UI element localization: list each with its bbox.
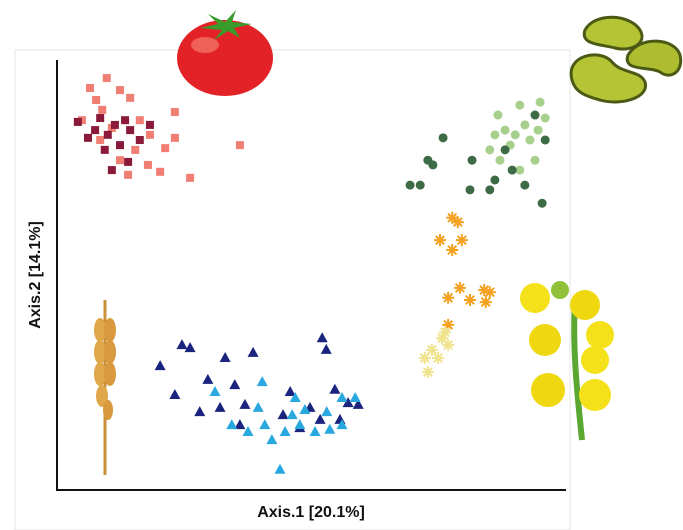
square-point [136,136,144,144]
square-point [186,174,194,182]
square-point [124,171,132,179]
square-point [171,108,179,116]
square-point [171,134,179,142]
page: {"chart_data": {"type": "scatter", "xlab… [0,0,683,530]
beans-icon [571,17,681,102]
square-point [156,168,164,176]
circle-point [508,166,517,175]
circle-point [493,111,502,120]
circle-point [490,175,499,184]
circle-point [515,101,524,110]
asterisk-point [452,216,464,228]
circle-point [531,111,540,120]
square-point [236,141,244,149]
square-point [136,116,144,124]
circle-point [538,199,547,208]
square-point [91,126,99,134]
circle-point [541,135,550,144]
square-point [101,146,109,154]
asterisk-point [442,292,454,304]
circle-point [534,126,543,135]
asterisk-point [432,352,444,364]
circle-point [466,185,475,194]
circle-point [416,181,425,190]
circle-point [525,135,534,144]
square-point [124,158,132,166]
square-point [116,86,124,94]
square-point [116,141,124,149]
asterisk-point [422,366,434,378]
square-point [96,136,104,144]
square-point [104,131,112,139]
asterisk-point [464,294,476,306]
square-point [161,144,169,152]
asterisk-point [419,352,431,364]
square-point [126,94,134,102]
circle-point [485,145,494,154]
circle-point [501,126,510,135]
asterisk-point [439,326,451,338]
square-point [131,146,139,154]
circle-point [531,156,540,165]
asterisk-point [446,244,458,256]
x-axis-label: Axis.1 [20.1%] [257,504,365,521]
circle-point [495,156,504,165]
square-point [121,116,129,124]
square-point [126,126,134,134]
circle-point [541,114,550,123]
square-point [96,114,104,122]
circle-point [468,156,477,165]
circle-point [485,185,494,194]
square-point [146,121,154,129]
square-point [92,96,100,104]
circle-point [490,130,499,139]
asterisk-point [434,234,446,246]
asterisk-point [454,282,466,294]
asterisk-point [456,234,468,246]
circle-point [406,181,415,190]
asterisk-point [442,339,454,351]
circle-point [520,181,529,190]
circle-point [439,133,448,142]
circle-point [511,130,520,139]
square-point [144,161,152,169]
circle-point [501,145,510,154]
square-point [146,131,154,139]
square-point [74,118,82,126]
chart: Axis.1 [20.1%] Axis.2 [14.1%] [0,0,683,530]
square-point [103,74,111,82]
square-point [108,166,116,174]
asterisk-point [480,296,492,308]
y-axis-label: Axis.2 [14.1%] [27,221,44,329]
square-point [111,121,119,129]
circle-point [520,120,529,129]
square-point [84,134,92,142]
square-point [98,106,106,114]
square-point [86,84,94,92]
square-point [116,156,124,164]
circle-point [536,98,545,107]
circle-point [428,160,437,169]
tomato-icon [177,10,273,96]
